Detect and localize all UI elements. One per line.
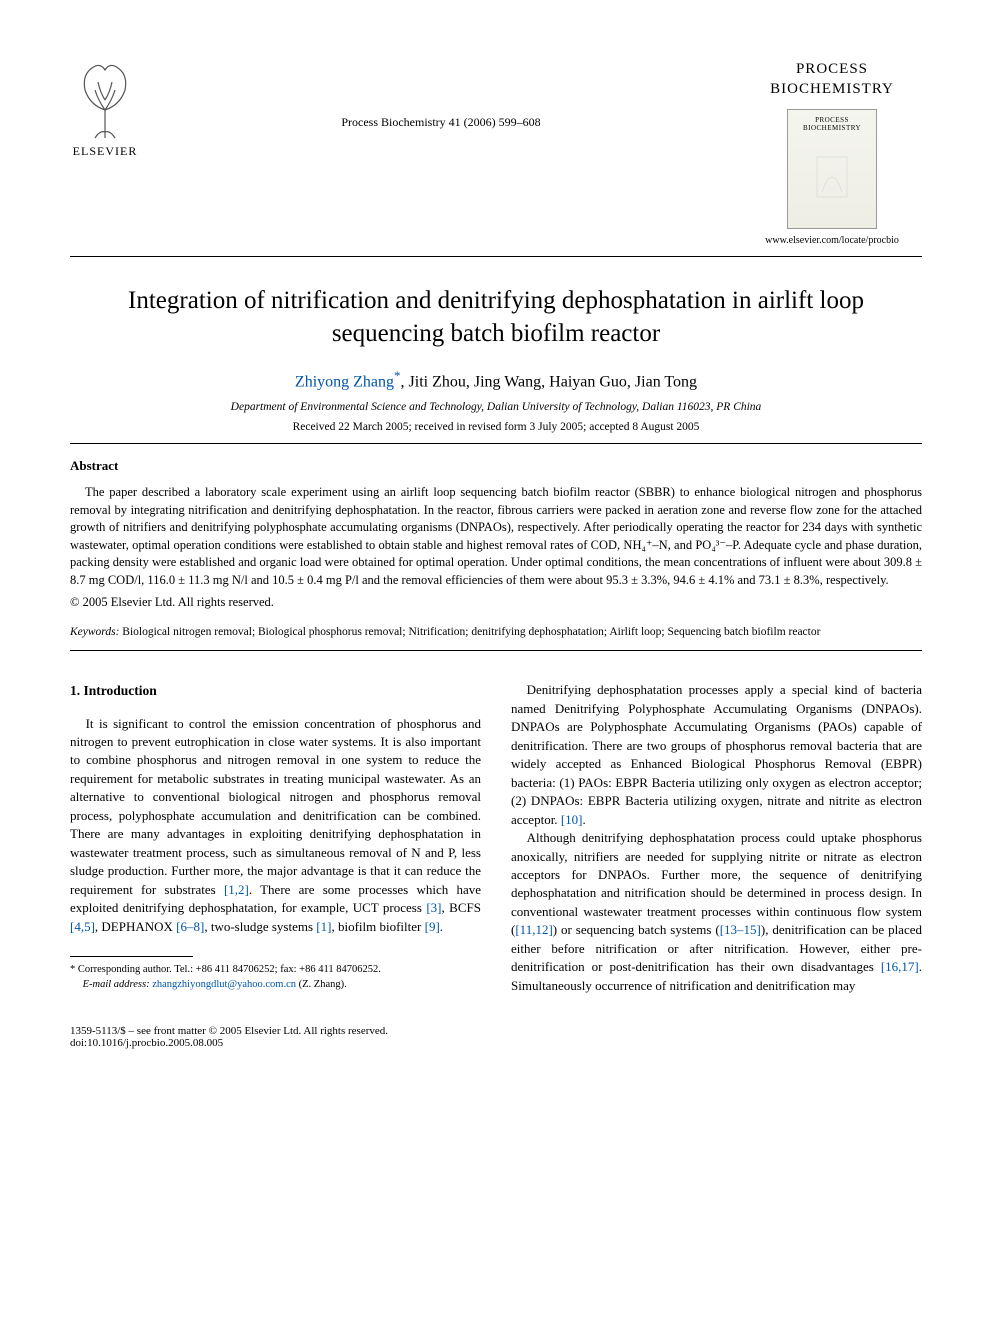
cite-9[interactable]: [9] [425,919,440,934]
header-rule [70,256,922,257]
section-1-heading: 1. Introduction [70,681,481,700]
email-address[interactable]: zhangzhiyongdlut@yahoo.com.cn [150,979,296,990]
publisher-logo-block: ELSEVIER [70,60,140,159]
email-label: E-mail address: [83,979,150,990]
article-title: Integration of nitrification and denitri… [70,285,922,350]
authors-line: Zhiyong Zhang*, Jiti Zhou, Jing Wang, Ha… [70,368,922,391]
abstract-heading: Abstract [70,458,922,474]
page-footer: 1359-5113/$ – see front matter © 2005 El… [70,1025,922,1049]
cite-6-8[interactable]: [6–8] [176,919,204,934]
journal-reference: Process Biochemistry 41 (2006) 599–608 [140,60,742,130]
cite-11-12[interactable]: [11,12] [515,922,552,937]
article-dates: Received 22 March 2005; received in revi… [70,421,922,433]
cover-art-icon [812,152,852,202]
cite-16-17[interactable]: [16,17] [881,959,919,974]
footnote-email-line: E-mail address: zhangzhiyongdlut@yahoo.c… [70,978,481,993]
affiliation: Department of Environmental Science and … [70,401,922,413]
abstract-body: The paper described a laboratory scale e… [70,485,922,587]
journal-url: www.elsevier.com/locate/procbio [742,235,922,246]
intro-para-3: Although denitrifying dephosphatation pr… [511,829,922,995]
column-right: Denitrifying dephosphatation processes a… [511,681,922,995]
publisher-label: ELSEVIER [73,144,138,159]
footnote-tel: * Corresponding author. Tel.: +86 411 84… [70,963,481,978]
page-header: ELSEVIER Process Biochemistry 41 (2006) … [70,60,922,246]
author-rest: , Jiti Zhou, Jing Wang, Haiyan Guo, Jian… [401,373,698,390]
cite-10[interactable]: [10] [561,812,583,827]
body-columns: 1. Introduction It is significant to con… [70,681,922,995]
cite-1-2[interactable]: [1,2] [224,882,249,897]
abstract-text: The paper described a laboratory scale e… [70,484,922,589]
corresponding-author[interactable]: Zhiyong Zhang [295,373,394,390]
footer-issn: 1359-5113/$ – see front matter © 2005 El… [70,1025,388,1037]
intro-para-2: Denitrifying dephosphatation processes a… [511,681,922,829]
cover-title: PROCESS BIOCHEMISTRY [792,116,872,132]
column-left: 1. Introduction It is significant to con… [70,681,481,995]
cite-4-5[interactable]: [4,5] [70,919,95,934]
keywords-text: Biological nitrogen removal; Biological … [119,626,820,638]
cite-3[interactable]: [3] [426,900,441,915]
journal-brand-block: PROCESS BIOCHEMISTRY PROCESS BIOCHEMISTR… [742,60,922,246]
intro-para-1: It is significant to control the emissio… [70,715,481,936]
abstract-rule [70,650,922,651]
journal-brand: PROCESS BIOCHEMISTRY [742,60,922,99]
keywords-line: Keywords: Biological nitrogen removal; B… [70,624,922,640]
keywords-label: Keywords: [70,626,119,638]
corresponding-footnote: * Corresponding author. Tel.: +86 411 84… [70,963,481,992]
footer-left: 1359-5113/$ – see front matter © 2005 El… [70,1025,388,1049]
footnote-separator [70,956,193,957]
cite-13-15[interactable]: [13–15] [720,922,761,937]
elsevier-tree-icon [70,60,140,140]
cite-1[interactable]: [1] [316,919,331,934]
email-author: (Z. Zhang). [296,979,347,990]
journal-cover-thumbnail: PROCESS BIOCHEMISTRY [787,109,877,229]
footer-doi: doi:10.1016/j.procbio.2005.08.005 [70,1037,388,1049]
title-rule [70,443,922,444]
abstract-copyright: © 2005 Elsevier Ltd. All rights reserved… [70,595,922,610]
